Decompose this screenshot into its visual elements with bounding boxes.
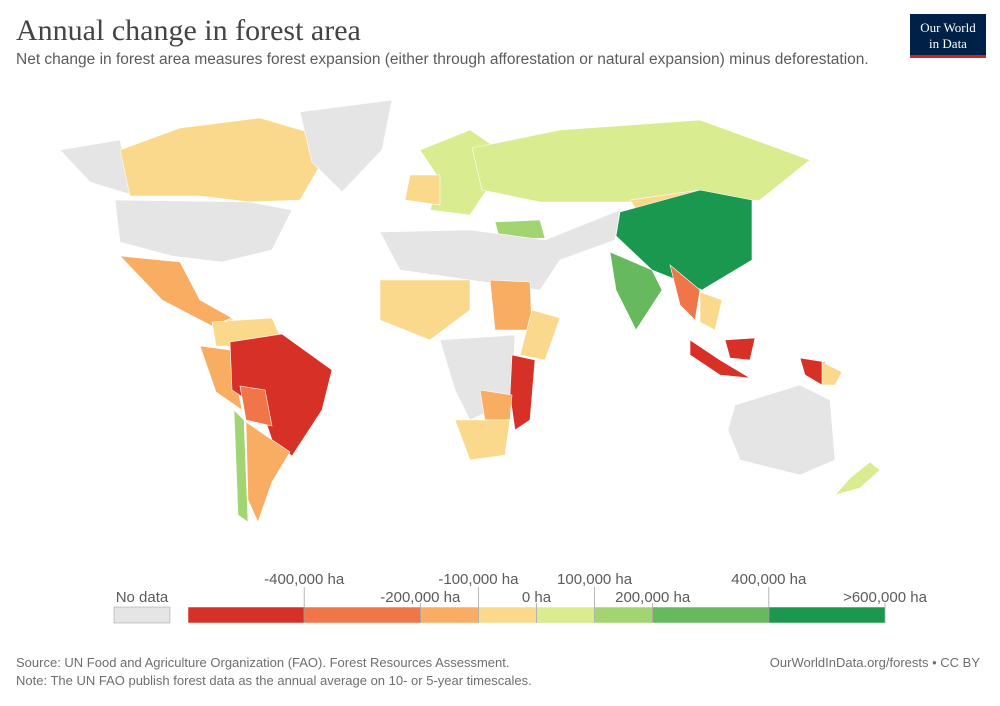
country: [471, 119, 811, 203]
no-data-swatch: [113, 606, 171, 624]
country: [239, 385, 273, 427]
country: [245, 421, 291, 523]
subtitle: Net change in forest area measures fores…: [16, 51, 869, 68]
country: [727, 384, 836, 476]
country: [689, 339, 751, 379]
country: [724, 337, 756, 361]
country: [609, 251, 663, 331]
country: [669, 264, 701, 321]
legend-tick-label: -200,000 ha: [380, 589, 461, 606]
legend-bin: [768, 606, 886, 624]
logo-text: Our World: [920, 20, 976, 35]
legend-tick-label: >600,000 ha: [843, 589, 927, 606]
legend-tick-label: -100,000 ha: [438, 571, 519, 588]
logo: Our World in Data: [910, 14, 986, 58]
country: [379, 209, 621, 291]
legend-tick-label: 200,000 ha: [615, 589, 691, 606]
legend-bin: [478, 606, 537, 624]
source: Source: UN Food and Agriculture Organiza…: [16, 655, 510, 670]
country: [615, 189, 753, 291]
logo-text: in Data: [929, 36, 967, 51]
country: [454, 419, 511, 461]
logo-box: [910, 14, 986, 58]
country: [299, 99, 393, 193]
logo-bar: [910, 55, 986, 58]
note: Note: The UN FAO publish forest data as …: [16, 673, 532, 688]
legend-bin: [420, 606, 479, 624]
legend: No data -400,000 ha -200,000 ha-100,000 h…: [113, 571, 928, 624]
legend-bin: [303, 606, 421, 624]
world-map: [59, 99, 881, 523]
credit: OurWorldInData.org/forests • CC BY: [770, 655, 981, 670]
country: [834, 461, 881, 496]
country: [489, 279, 533, 331]
country: [114, 199, 293, 263]
country: [821, 361, 843, 386]
legend-tick-label: 100,000 ha: [557, 571, 633, 588]
legend-tick-label: -400,000 ha: [264, 571, 345, 588]
legend-bin: [652, 606, 770, 624]
title: Annual change in forest area: [16, 14, 361, 47]
legend-bin: [536, 606, 595, 624]
country: [119, 117, 336, 203]
subtitle-box: Net change in forest area measures fores…: [16, 51, 869, 68]
legend-tick-label: 0 ha: [522, 589, 552, 606]
country: [404, 174, 441, 206]
legend-bin: [187, 606, 305, 624]
country: [699, 291, 723, 331]
country: [233, 409, 249, 523]
no-data-label: No data: [116, 589, 169, 606]
legend-bin: [594, 606, 653, 624]
country: [509, 354, 536, 431]
country: [479, 389, 513, 421]
country: [519, 309, 561, 361]
legend-tick-label: 400,000 ha: [731, 571, 807, 588]
country: [379, 279, 471, 341]
